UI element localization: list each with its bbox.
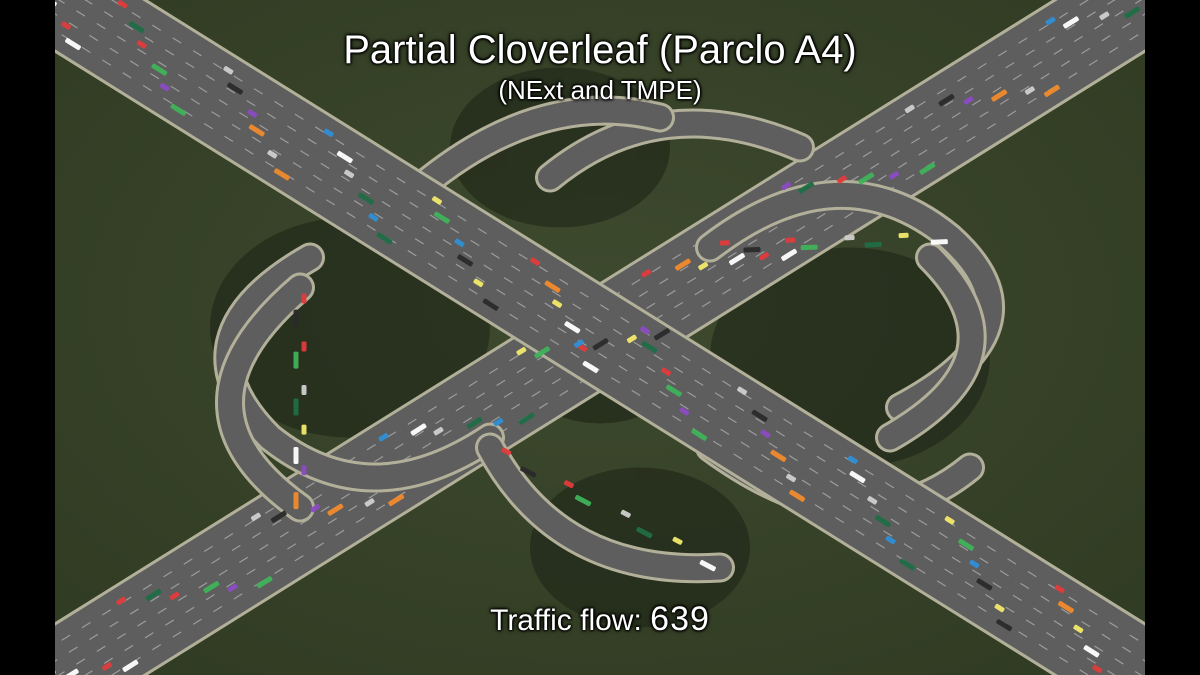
- letterbox-left: [0, 0, 55, 675]
- interchange-scene: [55, 0, 1145, 675]
- letterbox-right: [1145, 0, 1200, 675]
- viewport: Partial Cloverleaf (Parclo A4) (NExt and…: [0, 0, 1200, 675]
